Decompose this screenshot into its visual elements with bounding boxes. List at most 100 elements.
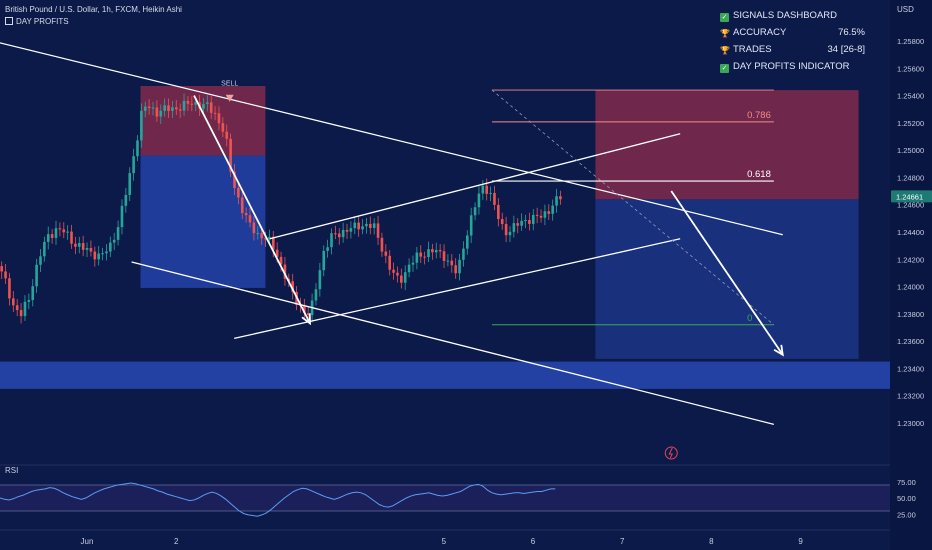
candle-body [427,249,430,258]
price-tick-label: 1.23000 [897,419,924,428]
blue-zone-right [595,199,859,359]
price-tick-label: 1.24000 [897,283,924,292]
candle-body [178,109,182,111]
candle-body [411,262,415,265]
candle-body [477,193,481,208]
candle-body [473,207,477,216]
candle-body [62,229,66,233]
candle-body [392,269,395,273]
candle-body [39,256,42,265]
price-axis[interactable] [890,0,932,550]
signals-dashboard: ✓ SIGNALS DASHBOARD 🏆 ACCURACY 76.5% 🏆 TRAD… [720,7,865,75]
candle-body [77,243,81,247]
candle-body [551,205,554,214]
candle-body [74,243,77,247]
price-tick-label: 1.24200 [897,255,924,264]
candle-body [337,233,341,238]
candle-body [345,229,349,232]
sell-signal-marker [225,94,234,102]
candle-body [136,140,139,157]
candle-body [303,305,306,314]
rsi-title: RSI [5,466,18,475]
candle-body [81,243,85,250]
time-tick-label: 7 [620,537,625,546]
candle-body [500,219,504,225]
price-tick-label: 1.23400 [897,364,924,373]
candle-body [174,107,178,110]
price-tick-label: 1.24600 [897,201,924,210]
dashboard-label: DAY PROFITS INDICATOR [733,61,850,72]
candle-body [209,102,213,113]
rsi-band [0,485,890,511]
currency-label: USD [897,5,914,14]
candle-body [516,223,520,226]
candle-body [15,305,19,311]
blue-zone-left [140,155,266,288]
candle-body [132,156,135,174]
candle-body [489,192,492,194]
candle-body [143,106,147,111]
price-tick-label: 1.23200 [897,392,924,401]
candle-body [547,211,551,214]
fib-trend-line[interactable] [491,89,775,326]
descending-channel-upper[interactable] [0,42,783,236]
candle-body [434,250,438,253]
lightning-event-icon[interactable] [664,446,678,460]
descending-channel-lower[interactable] [131,261,774,425]
candle-body [229,138,232,172]
candle-body [93,251,97,260]
lightning-bolt-icon [668,447,674,459]
candle-body [23,301,27,317]
candle-body [155,107,159,117]
candle-body [512,223,516,232]
candle-body [105,251,108,254]
candle-body [213,112,217,114]
candle-body [349,228,353,232]
candle-body [372,223,376,228]
candle-body [8,278,11,299]
candle-body [116,227,120,240]
candle-body [124,194,128,206]
candle-body [252,222,256,234]
candle-body [27,300,31,302]
candle-body [4,271,7,279]
candle-body [101,253,104,255]
price-tick-label: 1.25800 [897,37,924,46]
candle-body [279,256,283,265]
trades-value: 34 [26-8] [827,44,866,55]
red-zone-right [595,90,859,200]
candle-body [268,236,271,240]
candle-body [357,222,360,230]
fib-level-label: 0.786 [747,110,771,121]
candle-body [462,248,465,260]
dashboard-row: 🏆 ACCURACY 76.5% [720,24,865,41]
candle-body [0,266,3,272]
candle-body [283,264,287,279]
candle-body [446,260,450,262]
indicator-label: DAY PROFITS [16,17,69,26]
candle-body [535,214,539,216]
candle-body [89,248,93,252]
candle-body [400,275,403,283]
candle-body [326,247,329,251]
move-arrow-down-left-head [301,313,311,326]
candle-body [559,196,562,200]
current-price-tag [891,190,932,203]
price-tick-label: 1.24400 [897,228,924,237]
candle-body [508,231,512,236]
check-icon: ✓ [720,64,729,73]
candle-body [97,253,100,260]
indicator-toggle-icon[interactable] [5,17,13,25]
candle-body [396,272,399,276]
ascending-channel-upper[interactable] [269,133,681,240]
candle-body [151,107,155,109]
dashboard-row: ✓ DAY PROFITS INDICATOR [720,58,865,75]
rsi-tick-label: 75.00 [897,478,916,487]
candle-body [112,239,116,243]
candle-body [431,249,434,253]
candle-body [407,264,411,273]
rsi-line [0,482,556,517]
support-band [0,361,890,389]
